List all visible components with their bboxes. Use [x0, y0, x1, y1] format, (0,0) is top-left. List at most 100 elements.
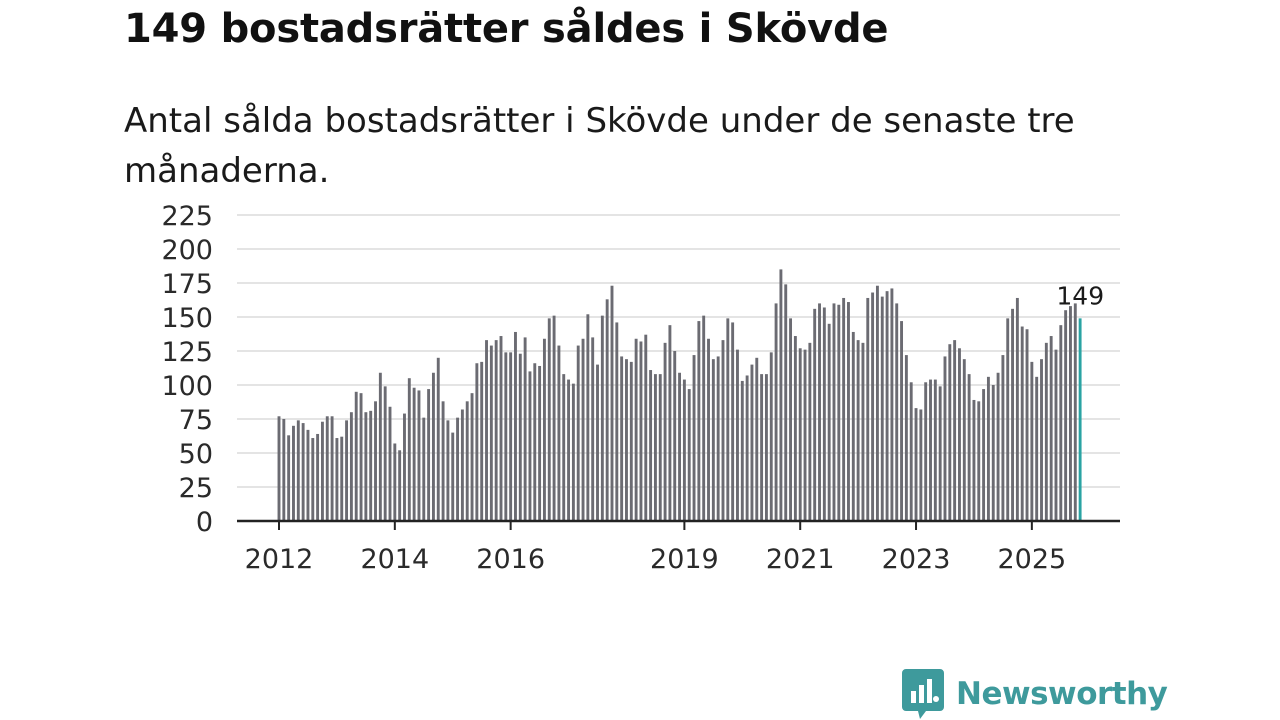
bar	[996, 372, 1000, 521]
bar	[750, 364, 754, 521]
bar	[306, 429, 310, 521]
bar	[1006, 318, 1010, 521]
bar	[962, 359, 966, 521]
y-tick-label: 125	[161, 337, 213, 368]
bar	[924, 382, 928, 521]
bar	[1030, 361, 1034, 521]
bar	[1064, 310, 1068, 521]
bar	[412, 387, 416, 521]
bar	[465, 401, 469, 521]
y-tick-label: 175	[161, 269, 213, 300]
bar	[509, 352, 513, 521]
chart-title: 149 bostadsrätter såldes i Skövde	[124, 6, 889, 52]
bar	[1035, 376, 1039, 521]
bar	[673, 351, 677, 521]
bar	[904, 355, 908, 521]
bar	[1044, 342, 1048, 521]
bar	[953, 340, 957, 521]
bar	[345, 420, 349, 521]
bar	[1059, 325, 1063, 521]
bar	[533, 363, 537, 521]
bar	[485, 340, 488, 521]
bar	[422, 417, 426, 521]
bar	[277, 416, 281, 521]
bar	[629, 361, 633, 521]
x-tick-label: 2014	[360, 544, 429, 575]
bar	[967, 374, 971, 521]
bar	[615, 322, 619, 521]
bar	[470, 393, 474, 521]
bar	[972, 399, 976, 521]
bar	[871, 292, 875, 521]
bar	[769, 352, 773, 521]
y-tick-label: 200	[161, 235, 213, 266]
bar	[591, 337, 595, 521]
bar	[832, 303, 836, 521]
bar	[755, 357, 759, 521]
bar	[789, 318, 793, 521]
bar	[354, 391, 358, 521]
y-tick-label: 100	[161, 371, 213, 402]
bar	[847, 302, 850, 521]
bar	[523, 337, 527, 521]
x-tick-label: 2021	[766, 544, 835, 575]
bar	[581, 338, 585, 521]
bar	[982, 389, 986, 521]
bar	[287, 435, 291, 521]
bar	[900, 321, 904, 521]
bar	[692, 355, 696, 521]
bar	[1054, 349, 1058, 521]
bar	[991, 385, 995, 521]
bar	[933, 379, 937, 521]
bar	[711, 359, 715, 521]
bar	[586, 314, 590, 521]
latest-value-label: 149	[1056, 281, 1104, 310]
bar	[446, 420, 450, 521]
bar	[528, 371, 532, 521]
bar	[803, 349, 807, 521]
bar	[808, 342, 812, 521]
bar	[364, 412, 368, 521]
bar	[567, 379, 571, 521]
bar	[407, 378, 411, 521]
bar	[292, 425, 295, 521]
bar	[929, 379, 932, 521]
bar	[909, 382, 913, 521]
y-tick-label: 150	[161, 303, 213, 334]
bar	[707, 338, 710, 521]
newsworthy-logo-icon	[902, 669, 944, 719]
bar	[885, 291, 889, 521]
bar	[403, 413, 406, 521]
bar	[866, 297, 870, 521]
bar	[895, 303, 899, 521]
bar	[682, 379, 686, 521]
bar	[335, 438, 339, 521]
bar	[620, 356, 624, 521]
bar	[890, 288, 894, 521]
bar	[851, 331, 855, 521]
bar	[499, 336, 503, 521]
bar	[378, 372, 382, 521]
bar	[875, 285, 879, 521]
bar	[687, 389, 691, 521]
bar	[320, 421, 324, 521]
bar	[731, 322, 735, 521]
y-tick-label: 25	[179, 473, 213, 504]
bar	[504, 352, 508, 521]
x-tick-label: 2012	[245, 544, 314, 575]
bar	[431, 372, 435, 521]
bar	[697, 321, 701, 521]
y-tick-label: 50	[179, 439, 213, 470]
bar	[760, 374, 764, 521]
bar	[456, 417, 460, 521]
bar	[316, 433, 320, 521]
bar	[349, 412, 353, 521]
bar	[1073, 303, 1077, 521]
bar	[388, 406, 392, 521]
bar	[625, 359, 628, 521]
x-tick-label: 2016	[476, 544, 545, 575]
newsworthy-logo: Newsworthy	[902, 669, 1168, 719]
chart-subtitle: Antal sålda bostadsrätter i Skövde under…	[124, 101, 1075, 191]
bar	[914, 408, 918, 521]
bar	[518, 353, 522, 521]
